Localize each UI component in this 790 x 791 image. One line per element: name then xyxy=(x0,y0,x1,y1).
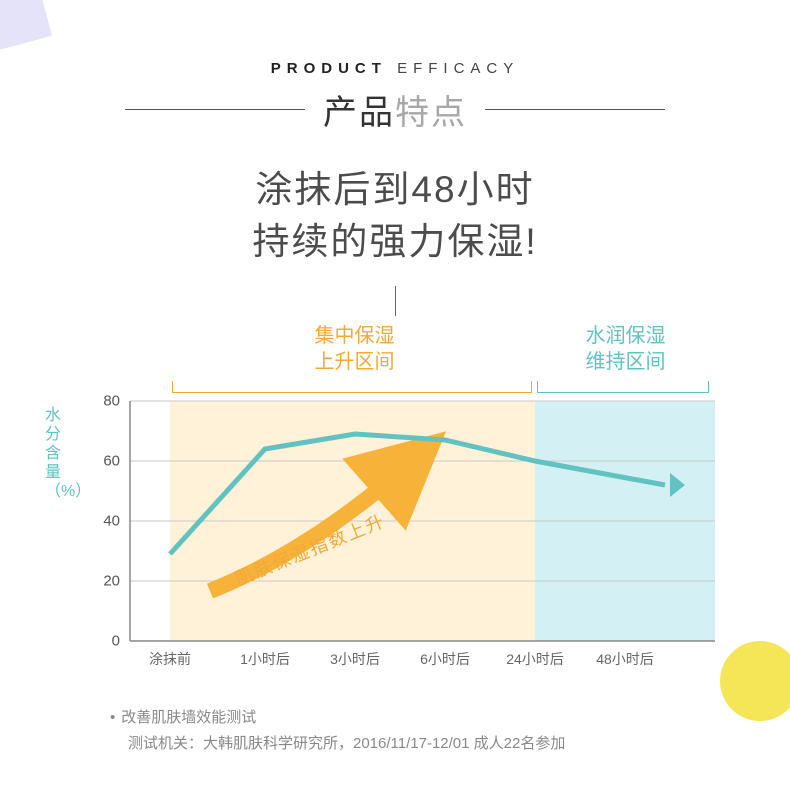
eyebrow-light: EFFICACY xyxy=(397,60,519,77)
x-tick-5: 48小时后 xyxy=(596,649,654,669)
zone-label-orange: 集中保湿 上升区间 xyxy=(172,323,537,375)
title-light: 特点 xyxy=(395,94,467,132)
vertical-divider xyxy=(395,286,396,316)
decor-circle xyxy=(720,641,790,721)
headline-line2: 持续的强力保湿! xyxy=(0,216,790,268)
zone-bracket-orange xyxy=(172,381,532,393)
footnote-l2-text: 测试机关：大韩肌肤科学研究所，2016/11/17-12/01 成人22名参加 xyxy=(128,735,565,752)
y-tick-20: 20 xyxy=(103,572,120,589)
zone-orange-l2: 上升区间 xyxy=(172,349,537,375)
zone-teal-l2: 维持区间 xyxy=(537,349,714,375)
x-tick-3: 6小时后 xyxy=(420,649,470,669)
footnote-l1-text: 改善肌肤墙效能测试 xyxy=(121,709,256,726)
y-tick-40: 40 xyxy=(103,512,120,529)
footnote-line1: • 改善肌肤墙效能测试 xyxy=(110,705,565,731)
zone-label-teal: 水润保湿 维持区间 xyxy=(537,323,714,375)
x-tick-1: 1小时后 xyxy=(240,649,290,669)
footnote: • 改善肌肤墙效能测试 测试机关：大韩肌肤科学研究所，2016/11/17-12/… xyxy=(110,705,565,756)
y-axis-label: 水分含量（%） xyxy=(45,406,63,502)
title-line-left xyxy=(125,109,305,110)
y-tick-0: 0 xyxy=(112,632,120,649)
plot-area xyxy=(130,401,715,641)
bullet-icon: • xyxy=(110,709,115,726)
x-tick-0: 涂抹前 xyxy=(149,649,191,669)
title-dark: 产品 xyxy=(323,94,395,132)
plot-svg xyxy=(130,401,715,641)
x-tick-4: 24小时后 xyxy=(506,649,564,669)
zone-orange-l1: 集中保湿 xyxy=(172,323,537,349)
title-line-right xyxy=(485,109,665,110)
headline: 涂抹后到48小时 持续的强力保湿! xyxy=(0,164,790,268)
eyebrow: PRODUCT EFFICACY xyxy=(0,60,790,77)
y-tick-80: 80 xyxy=(103,392,120,409)
header: PRODUCT EFFICACY 产品特点 xyxy=(0,0,790,134)
zone-teal-l1: 水润保湿 xyxy=(537,323,714,349)
cn-title: 产品特点 xyxy=(305,85,485,134)
y-ticks: 80 60 40 20 0 xyxy=(95,401,125,641)
chart: 集中保湿 上升区间 水润保湿 维持区间 水分含量（%） 80 60 40 20 … xyxy=(75,331,715,711)
headline-line1: 涂抹后到48小时 xyxy=(0,164,790,216)
x-tick-2: 3小时后 xyxy=(330,649,380,669)
title-row: 产品特点 xyxy=(0,85,790,134)
y-tick-60: 60 xyxy=(103,452,120,469)
zone-labels: 集中保湿 上升区间 水润保湿 维持区间 xyxy=(172,323,715,375)
zone-bracket-teal xyxy=(537,381,709,393)
footnote-line2: 测试机关：大韩肌肤科学研究所，2016/11/17-12/01 成人22名参加 xyxy=(110,731,565,757)
eyebrow-bold: PRODUCT xyxy=(271,60,387,77)
